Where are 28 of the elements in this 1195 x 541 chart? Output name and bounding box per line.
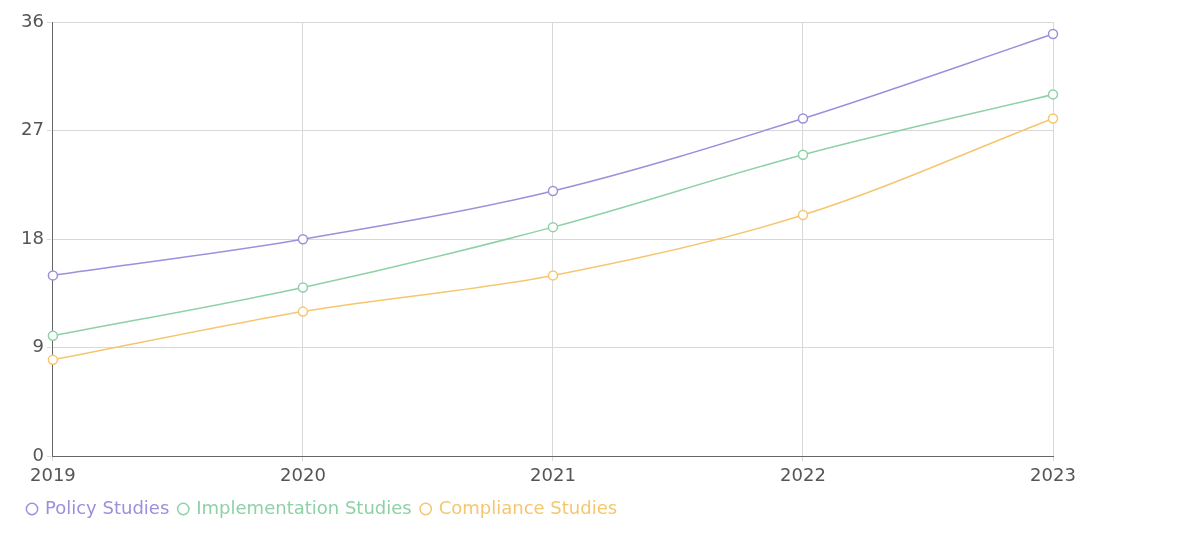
- x-tick-label: 2023: [1030, 463, 1076, 485]
- point: [297, 233, 309, 245]
- x-tick-label: 2022: [780, 463, 826, 485]
- point: [1047, 89, 1059, 100]
- y-tick-label: 18: [21, 226, 44, 248]
- point: [1047, 113, 1059, 124]
- point: [797, 209, 809, 221]
- x-tick-label: 2020: [280, 463, 326, 485]
- point: [797, 113, 809, 124]
- y-tick-label: 36: [21, 9, 44, 31]
- legend-label: Implementation Studies: [196, 496, 412, 518]
- point: [297, 306, 309, 317]
- point: [47, 270, 59, 281]
- point: [547, 270, 559, 281]
- point: [1047, 28, 1059, 40]
- point: [547, 221, 559, 233]
- point: [297, 282, 309, 293]
- point: [47, 330, 59, 341]
- x-tick-label: 2019: [30, 463, 76, 485]
- point: [547, 185, 559, 197]
- legend-label: Policy Studies: [45, 496, 170, 518]
- y-tick-label: 27: [21, 118, 44, 140]
- legend-label: Compliance Studies: [438, 496, 618, 518]
- point: [47, 354, 59, 366]
- point: [797, 149, 809, 160]
- x-tick-label: 2021: [530, 463, 576, 485]
- y-tick-label: 0: [32, 444, 44, 466]
- y-tick-label: 9: [32, 335, 44, 357]
